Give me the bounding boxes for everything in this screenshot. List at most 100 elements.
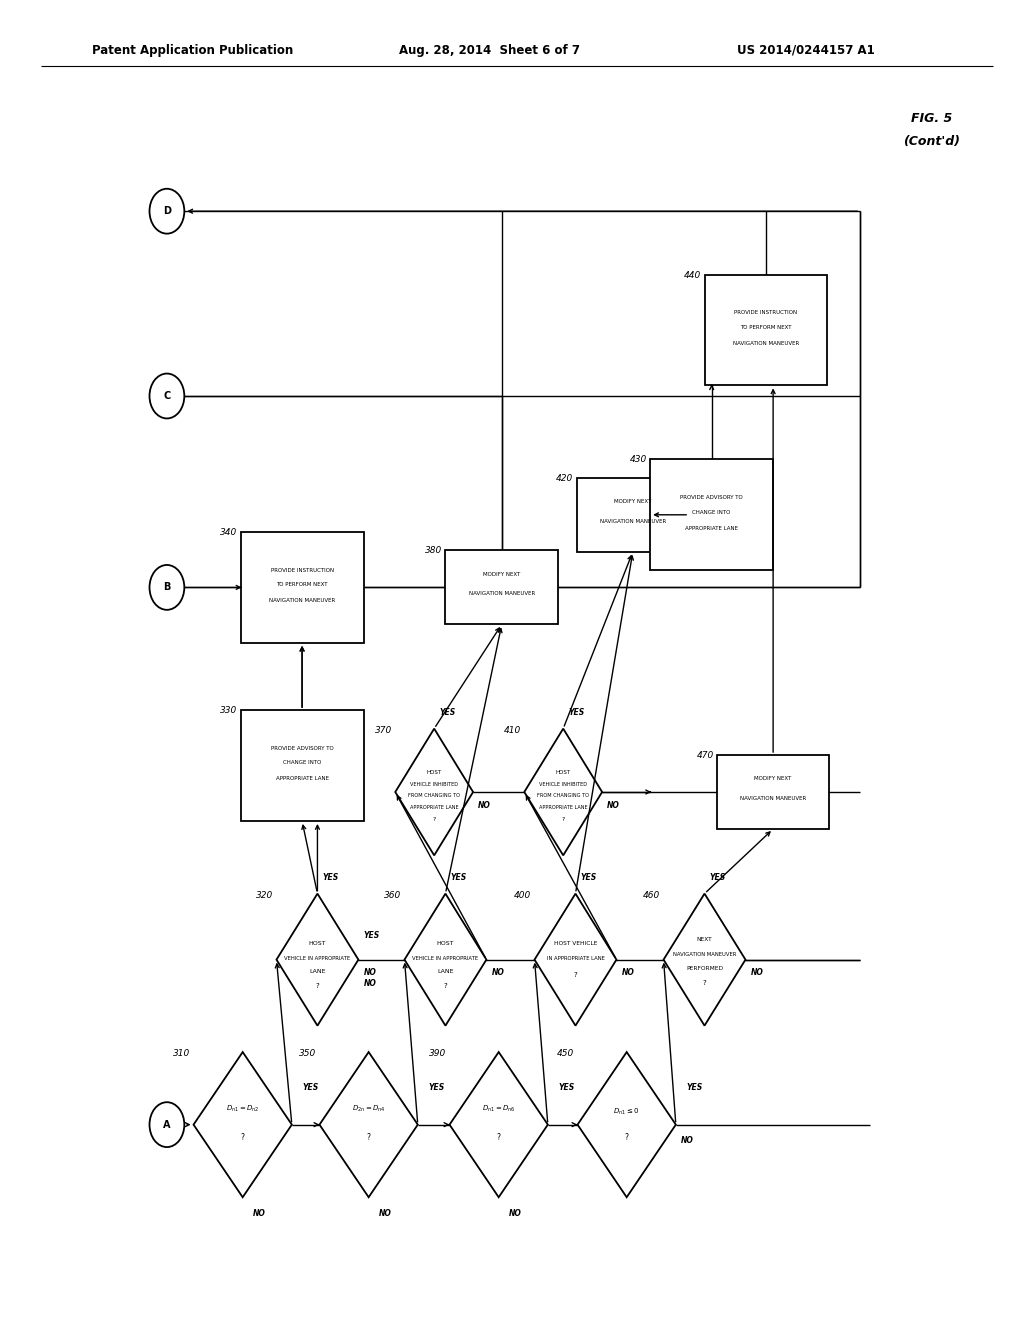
- Text: ?: ?: [241, 1134, 245, 1142]
- Polygon shape: [535, 894, 616, 1026]
- Text: MODIFY NEXT: MODIFY NEXT: [755, 776, 792, 781]
- Text: ?: ?: [702, 981, 707, 986]
- Text: 410: 410: [504, 726, 521, 735]
- Text: VEHICLE INHIBITED: VEHICLE INHIBITED: [540, 781, 587, 787]
- Text: CHANGE INTO: CHANGE INTO: [692, 510, 731, 515]
- Text: VEHICLE IN APPROPRIATE: VEHICLE IN APPROPRIATE: [285, 956, 350, 961]
- Text: NO: NO: [607, 801, 621, 809]
- Text: LANE: LANE: [437, 969, 454, 974]
- Polygon shape: [650, 459, 773, 570]
- Text: NAVIGATION MANEUVER: NAVIGATION MANEUVER: [600, 519, 666, 524]
- Text: D: D: [163, 206, 171, 216]
- Text: HOST: HOST: [556, 770, 570, 775]
- Polygon shape: [319, 1052, 418, 1197]
- Polygon shape: [276, 894, 358, 1026]
- Text: NO: NO: [364, 969, 377, 977]
- Text: $D_{n1}=D_{n6}$: $D_{n1}=D_{n6}$: [482, 1104, 515, 1114]
- Polygon shape: [578, 1052, 676, 1197]
- Text: NAVIGATION MANEUVER: NAVIGATION MANEUVER: [673, 952, 736, 957]
- Circle shape: [150, 189, 184, 234]
- Text: 310: 310: [173, 1049, 190, 1059]
- Text: IN APPROPRIATE LANE: IN APPROPRIATE LANE: [547, 956, 604, 961]
- Circle shape: [150, 565, 184, 610]
- Text: PROVIDE ADVISORY TO: PROVIDE ADVISORY TO: [680, 495, 743, 500]
- Text: 350: 350: [299, 1049, 316, 1059]
- Text: A: A: [163, 1119, 171, 1130]
- Text: PERFORMED: PERFORMED: [686, 966, 723, 972]
- Text: 470: 470: [696, 751, 714, 760]
- Text: 360: 360: [384, 891, 401, 900]
- Text: 390: 390: [429, 1049, 446, 1059]
- Text: HOST: HOST: [427, 770, 441, 775]
- Text: YES: YES: [364, 932, 380, 940]
- Text: NO: NO: [681, 1137, 694, 1144]
- Polygon shape: [717, 755, 829, 829]
- Text: ?: ?: [432, 817, 436, 822]
- Text: APPROPRIATE LANE: APPROPRIATE LANE: [539, 805, 588, 810]
- Text: NEXT: NEXT: [696, 937, 713, 942]
- Text: TO PERFORM NEXT: TO PERFORM NEXT: [276, 582, 328, 587]
- Polygon shape: [524, 729, 602, 855]
- Polygon shape: [450, 1052, 548, 1197]
- Text: NO: NO: [364, 979, 377, 987]
- Text: 430: 430: [630, 455, 647, 465]
- Text: APPROPRIATE LANE: APPROPRIATE LANE: [410, 805, 459, 810]
- Text: CHANGE INTO: CHANGE INTO: [283, 760, 322, 766]
- Text: 380: 380: [425, 546, 442, 556]
- Text: NO: NO: [253, 1209, 266, 1217]
- Text: YES: YES: [451, 874, 467, 882]
- Text: NAVIGATION MANEUVER: NAVIGATION MANEUVER: [269, 598, 335, 603]
- Text: 340: 340: [220, 528, 238, 537]
- Text: 460: 460: [643, 891, 660, 900]
- Text: 400: 400: [514, 891, 531, 900]
- Text: B: B: [163, 582, 171, 593]
- Text: NO: NO: [492, 969, 505, 977]
- Text: $D_{n1} \leq 0$: $D_{n1} \leq 0$: [613, 1106, 640, 1117]
- Text: US 2014/0244157 A1: US 2014/0244157 A1: [737, 44, 876, 57]
- Polygon shape: [445, 550, 558, 624]
- Text: ?: ?: [573, 973, 578, 978]
- Text: Aug. 28, 2014  Sheet 6 of 7: Aug. 28, 2014 Sheet 6 of 7: [399, 44, 581, 57]
- Polygon shape: [241, 710, 364, 821]
- Text: MODIFY NEXT: MODIFY NEXT: [614, 499, 651, 504]
- Text: $D_{n1}=D_{n2}$: $D_{n1}=D_{n2}$: [226, 1104, 259, 1114]
- Text: ?: ?: [315, 983, 319, 989]
- Text: YES: YES: [323, 874, 339, 882]
- Text: YES: YES: [428, 1084, 444, 1092]
- Text: C: C: [163, 391, 171, 401]
- Text: ?: ?: [497, 1134, 501, 1142]
- Text: VEHICLE IN APPROPRIATE: VEHICLE IN APPROPRIATE: [413, 956, 478, 961]
- Text: NO: NO: [622, 969, 635, 977]
- Text: 330: 330: [220, 706, 238, 715]
- Text: YES: YES: [581, 874, 597, 882]
- Text: YES: YES: [710, 874, 726, 882]
- Text: $D_{2n}=D_{n4}$: $D_{2n}=D_{n4}$: [352, 1104, 385, 1114]
- Polygon shape: [705, 275, 827, 385]
- Text: 320: 320: [256, 891, 273, 900]
- Text: NAVIGATION MANEUVER: NAVIGATION MANEUVER: [740, 796, 806, 801]
- Text: PROVIDE INSTRUCTION: PROVIDE INSTRUCTION: [270, 568, 334, 573]
- Text: PROVIDE INSTRUCTION: PROVIDE INSTRUCTION: [734, 310, 798, 315]
- Polygon shape: [577, 478, 689, 552]
- Text: NO: NO: [478, 801, 492, 809]
- Text: HOST VEHICLE: HOST VEHICLE: [554, 941, 597, 946]
- Text: YES: YES: [302, 1084, 318, 1092]
- Polygon shape: [241, 532, 364, 643]
- Circle shape: [150, 374, 184, 418]
- Text: PROVIDE ADVISORY TO: PROVIDE ADVISORY TO: [270, 746, 334, 751]
- Text: ?: ?: [561, 817, 565, 822]
- Text: LANE: LANE: [309, 969, 326, 974]
- Circle shape: [150, 1102, 184, 1147]
- Polygon shape: [194, 1052, 292, 1197]
- Polygon shape: [404, 894, 486, 1026]
- Text: HOST: HOST: [436, 941, 455, 946]
- Text: NAVIGATION MANEUVER: NAVIGATION MANEUVER: [469, 591, 535, 597]
- Text: YES: YES: [558, 1084, 574, 1092]
- Text: HOST: HOST: [308, 941, 327, 946]
- Text: ?: ?: [367, 1134, 371, 1142]
- Text: APPROPRIATE LANE: APPROPRIATE LANE: [685, 525, 738, 531]
- Text: NO: NO: [379, 1209, 392, 1217]
- Text: MODIFY NEXT: MODIFY NEXT: [483, 572, 520, 577]
- Text: NAVIGATION MANEUVER: NAVIGATION MANEUVER: [733, 341, 799, 346]
- Text: Patent Application Publication: Patent Application Publication: [92, 44, 294, 57]
